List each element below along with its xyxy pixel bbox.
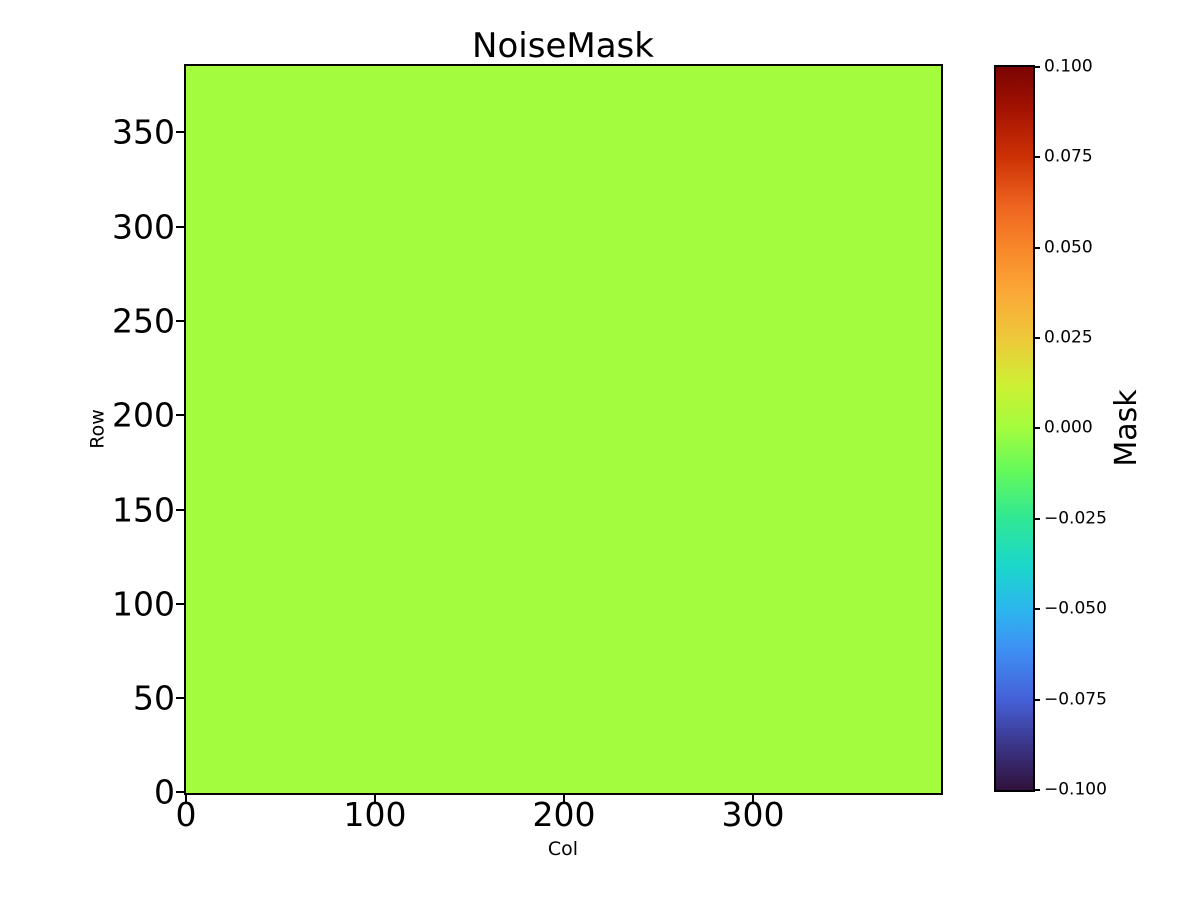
y-tick-mark	[176, 131, 185, 133]
x-tick-mark	[185, 793, 187, 802]
colorbar-tick-label: 0.100	[1044, 56, 1093, 77]
y-axis-label: Row	[86, 409, 109, 449]
x-tick-mark	[563, 793, 565, 802]
y-tick-mark	[176, 226, 185, 228]
colorbar-tick-label: −0.050	[1044, 598, 1107, 619]
y-tick-label: 250	[112, 301, 175, 341]
y-tick-mark	[176, 603, 185, 605]
y-tick-mark	[176, 414, 185, 416]
colorbar-tick-label: 0.000	[1044, 417, 1093, 438]
plot-title: NoiseMask	[472, 26, 654, 66]
colorbar-tick-mark	[1033, 66, 1040, 68]
colorbar-tick-label: −0.075	[1044, 689, 1107, 710]
colorbar-tick-mark	[1033, 247, 1040, 249]
colorbar-tick-label: 0.025	[1044, 327, 1093, 348]
x-tick-label: 100	[343, 795, 407, 834]
x-axis-label: Col	[547, 838, 579, 860]
x-tick-label: 0	[175, 795, 197, 834]
colorbar-tick-label: −0.100	[1044, 779, 1107, 800]
colorbar-tick-mark	[1033, 789, 1040, 791]
colorbar-tick-label: 0.075	[1044, 146, 1093, 167]
y-tick-label: 150	[112, 490, 175, 530]
x-tick-mark	[752, 793, 754, 802]
y-tick-label: 300	[112, 207, 175, 247]
colorbar-tick-mark	[1033, 337, 1040, 339]
x-tick-label: 200	[532, 795, 596, 834]
x-tick-mark	[374, 793, 376, 802]
colorbar-tick-mark	[1033, 699, 1040, 701]
y-tick-label: 350	[112, 112, 175, 152]
y-tick-label: 200	[112, 395, 175, 435]
y-tick-label: 0	[154, 772, 175, 812]
y-tick-mark	[176, 509, 185, 511]
x-tick-label: 300	[721, 795, 785, 834]
colorbar-tick-mark	[1033, 608, 1040, 610]
y-tick-mark	[176, 697, 185, 699]
colorbar	[994, 65, 1035, 792]
colorbar-tick-mark	[1033, 427, 1040, 429]
colorbar-label: Mask	[1109, 389, 1144, 467]
y-tick-label: 100	[112, 584, 175, 624]
colorbar-tick-mark	[1033, 518, 1040, 520]
y-tick-label: 50	[133, 678, 175, 718]
y-tick-mark	[176, 320, 185, 322]
colorbar-tick-label: −0.025	[1044, 508, 1107, 529]
colorbar-tick-label: 0.050	[1044, 237, 1093, 258]
heatmap-plot-area	[184, 64, 943, 795]
y-tick-mark	[176, 791, 185, 793]
colorbar-tick-mark	[1033, 156, 1040, 158]
